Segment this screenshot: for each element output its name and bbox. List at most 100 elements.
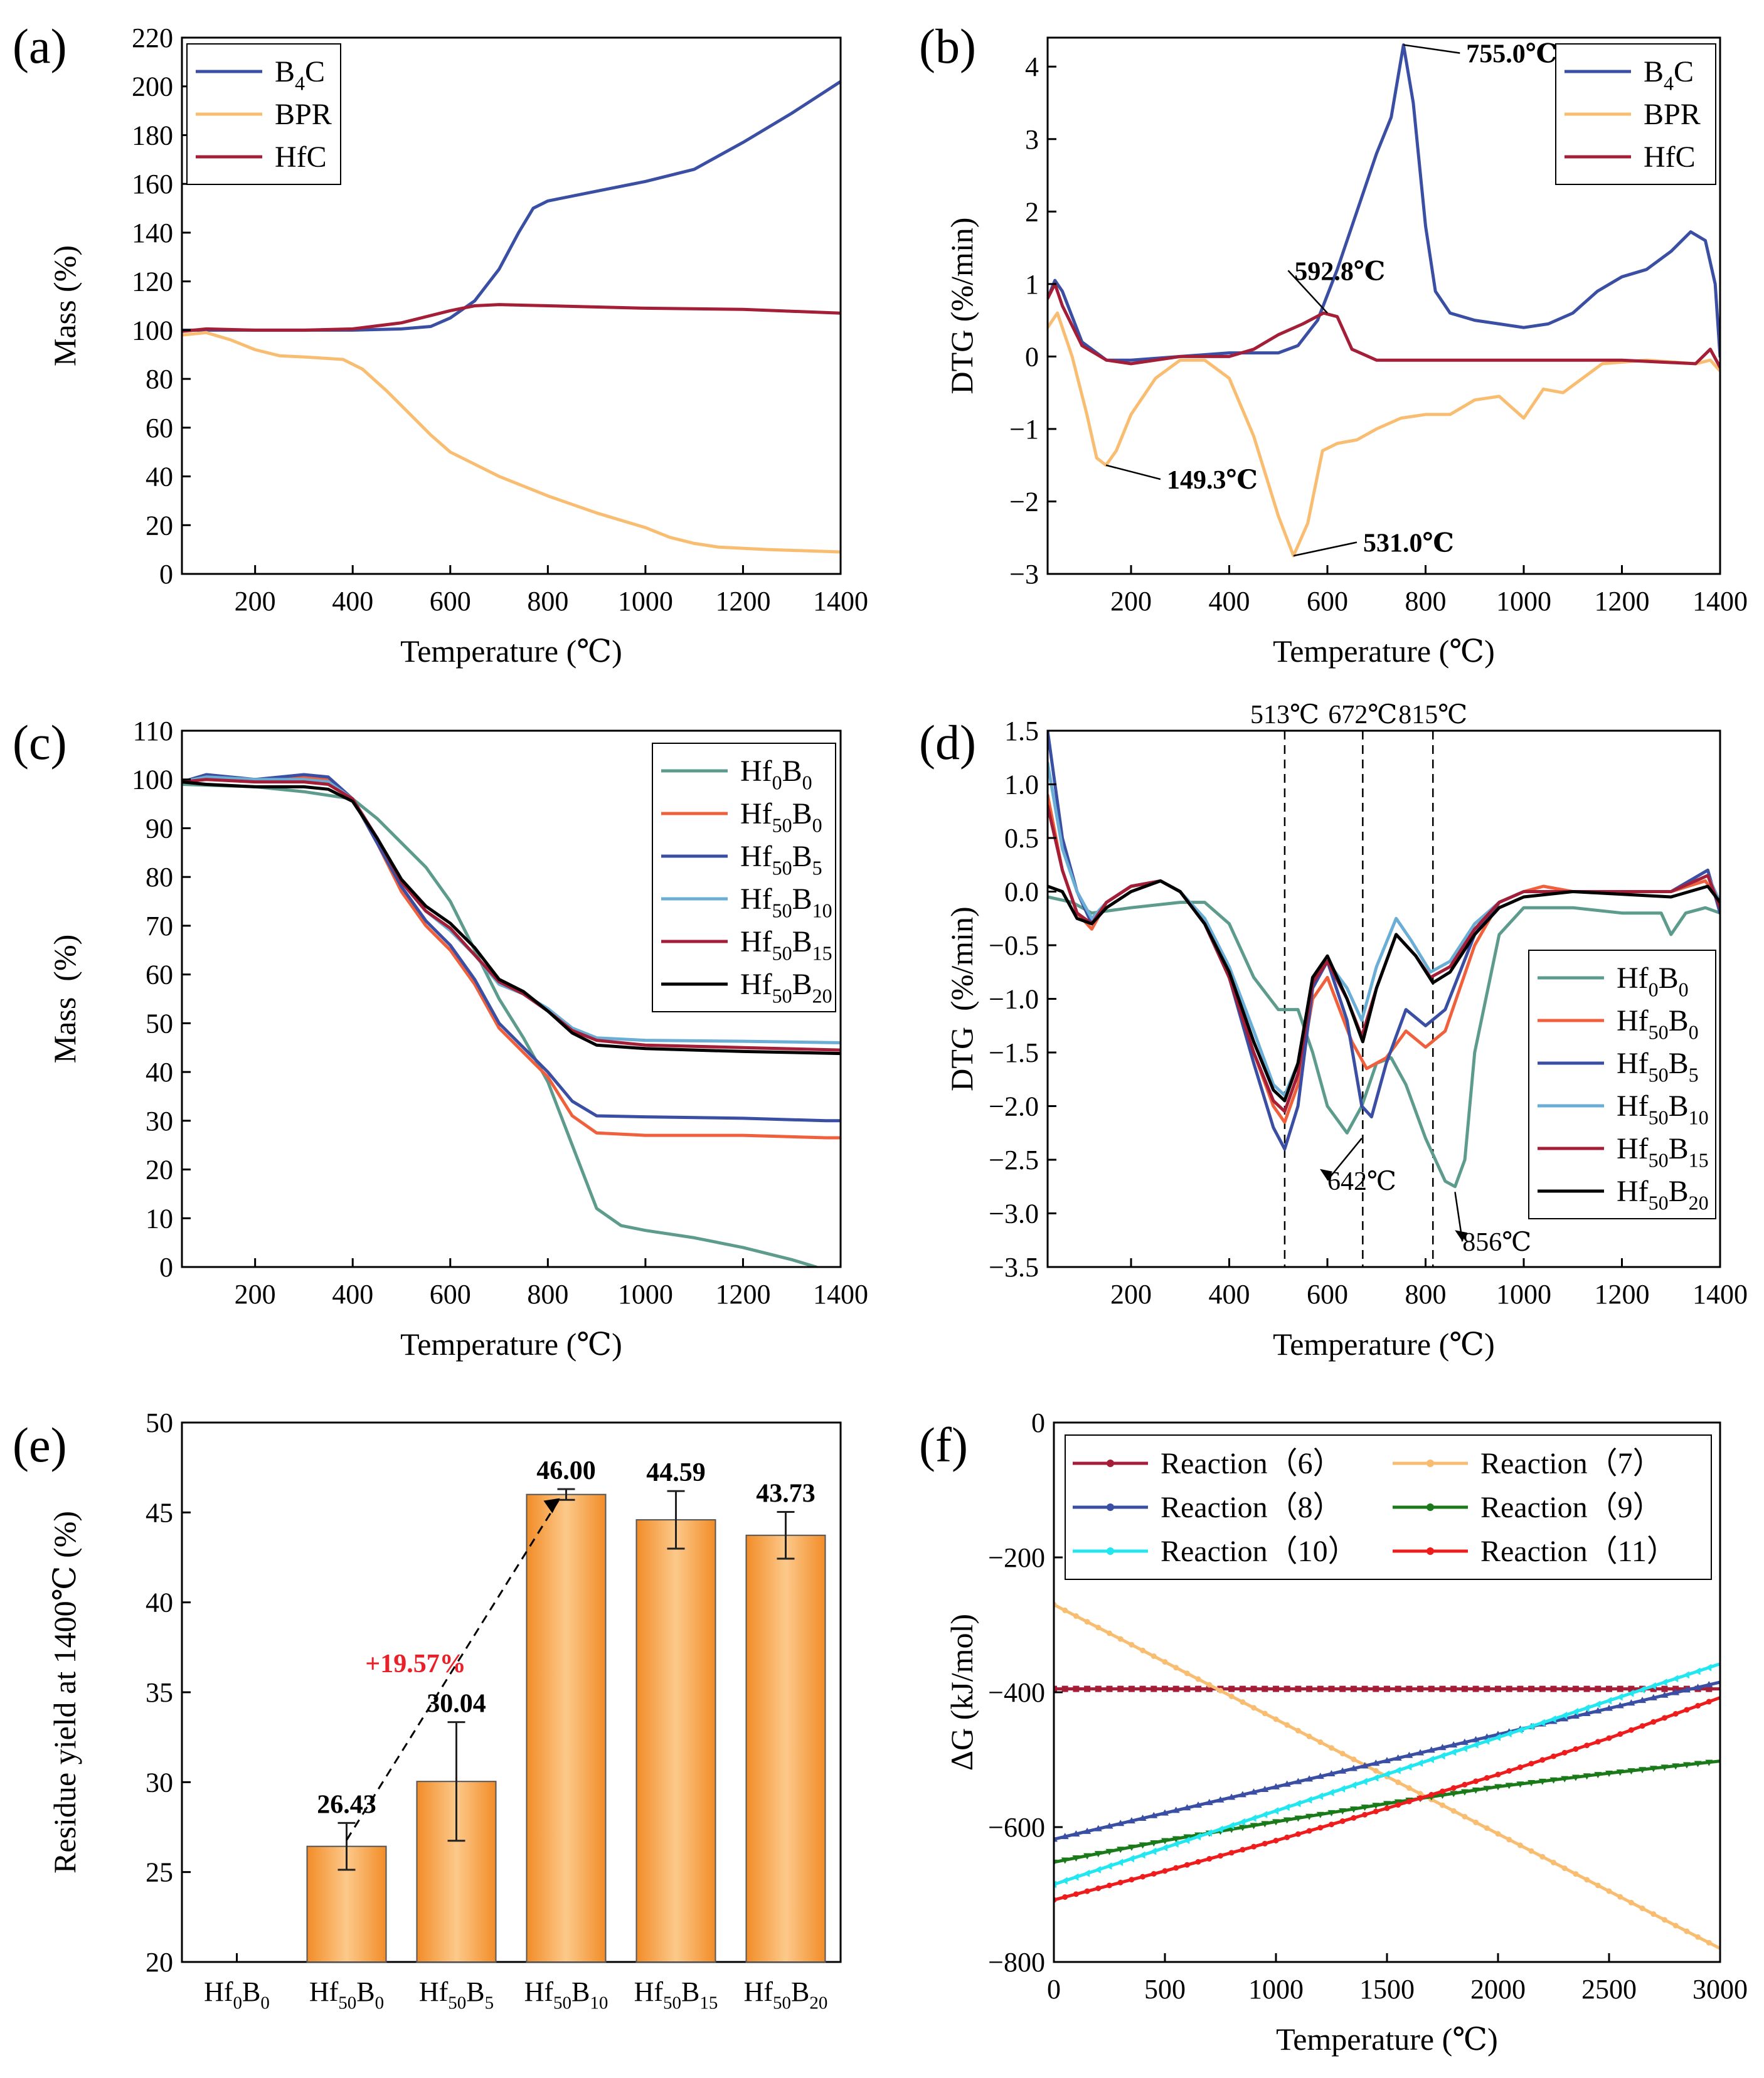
series-marker xyxy=(1328,1685,1335,1692)
series-marker xyxy=(1650,1719,1657,1725)
series-marker xyxy=(1594,1772,1602,1779)
series-marker xyxy=(1460,1738,1469,1745)
series-marker xyxy=(1062,1894,1068,1900)
y-tick-label: 80 xyxy=(146,862,173,893)
series-marker xyxy=(1273,1685,1279,1692)
series-marker xyxy=(1440,1802,1445,1808)
series-marker xyxy=(1128,1685,1135,1692)
series-line xyxy=(182,778,841,1052)
legend-label: Hf50B10 xyxy=(740,883,832,921)
series-marker xyxy=(1305,1796,1312,1804)
series-marker xyxy=(1195,1858,1201,1865)
guide-label: 815℃ xyxy=(1398,701,1467,729)
series-marker xyxy=(1172,1685,1179,1692)
series-marker xyxy=(1672,1922,1679,1929)
panel-d: 513℃ 672℃ 815℃ −3.5 −3.0 −2.5 −2.0 −1.5 −1.0 −0.5… xyxy=(919,701,1748,1362)
series-marker xyxy=(1395,1685,1401,1692)
y-tick-label: 2 xyxy=(1025,196,1039,227)
series-marker xyxy=(1561,1685,1568,1692)
series-marker xyxy=(1660,1691,1669,1698)
series-marker xyxy=(1406,1785,1412,1791)
y-tick-label: 50 xyxy=(146,1008,173,1039)
x-tick-label: 3000 xyxy=(1692,1974,1748,2005)
y-axis-title: Residue yield at 1400℃ (%) xyxy=(47,1511,82,1874)
series-group xyxy=(182,80,841,554)
series-marker xyxy=(1660,1764,1669,1771)
series-marker xyxy=(1662,1715,1667,1721)
guide-label: 513℃ xyxy=(1250,701,1319,729)
series-marker xyxy=(1616,1702,1624,1709)
series-marker xyxy=(1240,1847,1246,1853)
series-marker xyxy=(1462,1813,1468,1820)
x-tick-label: 600 xyxy=(430,586,471,617)
panel-label: (d) xyxy=(919,715,976,770)
series-marker xyxy=(1216,1796,1225,1803)
annotation-leader xyxy=(1105,464,1161,480)
series-marker xyxy=(1606,1888,1612,1894)
series-marker xyxy=(1682,1762,1691,1769)
series-marker xyxy=(1384,1685,1390,1692)
series-marker xyxy=(1183,1834,1191,1841)
series-marker xyxy=(1117,1879,1124,1885)
series-marker xyxy=(1639,1906,1645,1912)
series-marker xyxy=(1406,1685,1413,1692)
series-marker xyxy=(1561,1776,1569,1783)
series-marker xyxy=(1517,1842,1523,1848)
series-marker xyxy=(1373,1808,1379,1815)
y-axis-title: ΔG (kJ/mol) xyxy=(944,1614,979,1771)
series-marker xyxy=(1528,1780,1536,1787)
series-marker xyxy=(1218,1687,1223,1694)
series-marker xyxy=(1184,1862,1190,1868)
series-marker xyxy=(1162,1659,1168,1665)
series-marker xyxy=(1238,1791,1246,1798)
x-tick-label: 2000 xyxy=(1470,1974,1526,2005)
series-marker xyxy=(1339,1767,1347,1774)
series-marker xyxy=(1150,1811,1158,1818)
legend-label: Reaction（8） xyxy=(1161,1491,1343,1524)
y-tick-label: −0.5 xyxy=(989,930,1039,961)
series-marker xyxy=(1417,1791,1423,1797)
y-tick-label: −2.0 xyxy=(989,1091,1039,1122)
series-marker xyxy=(1272,1807,1278,1815)
series-marker xyxy=(1294,1778,1302,1784)
annotation-label: 149.3℃ xyxy=(1167,466,1258,495)
legend-label: B4C xyxy=(1644,55,1694,94)
y-tick-label: 100 xyxy=(132,765,173,795)
series-marker xyxy=(1162,1685,1168,1692)
series-line xyxy=(1048,895,1720,1189)
x-tick-label: 800 xyxy=(527,586,568,617)
legend-label: Hf50B15 xyxy=(740,925,832,964)
series-marker xyxy=(1662,1917,1667,1923)
series-marker xyxy=(1628,1685,1635,1692)
bar-value-label: 44.59 xyxy=(646,1458,706,1487)
series-marker xyxy=(1351,1756,1357,1763)
series-marker xyxy=(1506,1685,1512,1692)
series-group xyxy=(182,773,841,1267)
series-line xyxy=(182,303,841,333)
x-tick-label: 1400 xyxy=(1692,1279,1748,1310)
legend-f-box xyxy=(1065,1434,1712,1580)
x-tick-label: 400 xyxy=(1209,586,1250,617)
series-marker xyxy=(1473,1819,1479,1825)
series-marker xyxy=(1649,1682,1656,1690)
series-marker xyxy=(1294,1815,1302,1822)
y-tick-label: 40 xyxy=(146,462,173,492)
series-marker xyxy=(1316,1792,1323,1800)
annotation-label: 592.8℃ xyxy=(1294,257,1385,286)
series-marker xyxy=(1462,1781,1468,1788)
series-line xyxy=(1048,311,1720,558)
panel-f: −800 −600 −400 −200 0 0 500 1000 1500 2000 2500 300… xyxy=(919,1407,1748,2057)
series-marker xyxy=(1472,1787,1480,1794)
series-marker xyxy=(1317,1825,1324,1831)
series-marker xyxy=(1261,1811,1268,1819)
series-marker xyxy=(1460,1789,1469,1796)
series-marker xyxy=(1606,1685,1612,1692)
y-tick-label: 0 xyxy=(159,559,173,590)
series-marker xyxy=(1238,1825,1246,1832)
series-marker xyxy=(1628,1727,1634,1733)
series-marker xyxy=(1505,1783,1513,1789)
series-marker xyxy=(1295,1727,1301,1734)
series-marker xyxy=(1394,1754,1402,1761)
series-marker xyxy=(1184,1685,1191,1692)
series-line xyxy=(182,775,841,1044)
